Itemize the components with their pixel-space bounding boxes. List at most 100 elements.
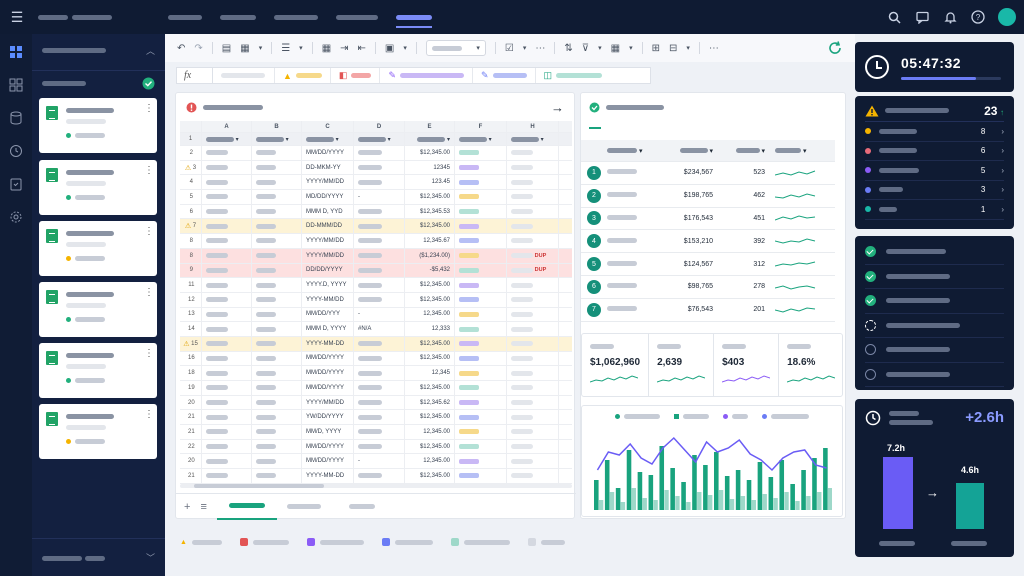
ranking-row[interactable]: 7 $76,543 201: [581, 299, 835, 322]
list-icon[interactable]: ☰: [281, 42, 291, 54]
cell[interactable]: YYYY/MM/DD: [302, 234, 354, 248]
cell[interactable]: [252, 454, 302, 469]
table-row[interactable]: 4 YYYY/MM/DD 123.45: [180, 175, 572, 191]
cell[interactable]: [507, 219, 559, 234]
cell[interactable]: [252, 248, 302, 263]
cell[interactable]: [507, 146, 559, 160]
cell[interactable]: DD/DD/YYYY: [302, 263, 354, 278]
nav-tab-3[interactable]: [274, 0, 318, 34]
checklist-item[interactable]: [865, 338, 1004, 363]
cell[interactable]: [455, 234, 507, 248]
more-vertical-icon[interactable]: ⋮: [144, 409, 154, 420]
cell[interactable]: [252, 395, 302, 410]
arrow-right-icon[interactable]: →: [551, 99, 564, 115]
cell[interactable]: [252, 234, 302, 248]
nav-tab-active[interactable]: [396, 0, 432, 34]
row-number[interactable]: 16: [180, 351, 202, 366]
cell[interactable]: [507, 366, 559, 380]
cell[interactable]: [202, 381, 252, 395]
table-row[interactable]: 14 MMM D, YYYY #N/A 12,333: [180, 322, 572, 337]
cell[interactable]: $12,345.00: [405, 146, 455, 160]
cell[interactable]: 12,345.00: [405, 454, 455, 469]
help-icon[interactable]: ?: [970, 9, 986, 25]
nav-tab-1[interactable]: [168, 0, 202, 34]
cell[interactable]: [202, 219, 252, 234]
cell[interactable]: [252, 175, 302, 190]
cell[interactable]: [354, 410, 405, 425]
cell[interactable]: $12,345.00: [405, 410, 455, 425]
alert-row[interactable]: 8 ›: [865, 122, 1004, 142]
sheet-card[interactable]: ⋮: [39, 221, 157, 276]
cell[interactable]: $12,345.00: [405, 351, 455, 366]
cell[interactable]: [252, 381, 302, 395]
cell[interactable]: DD-MMM/DD: [302, 219, 354, 234]
cell[interactable]: [507, 381, 559, 395]
cell[interactable]: [455, 146, 507, 160]
cell[interactable]: [455, 381, 507, 395]
cell[interactable]: [202, 336, 252, 351]
column-filter[interactable]: ▾: [455, 133, 507, 145]
cell[interactable]: $12,345.00: [405, 219, 455, 234]
cell[interactable]: -: [354, 190, 405, 204]
cell[interactable]: [507, 278, 559, 292]
more-horizontal-icon[interactable]: ⋯: [535, 42, 546, 54]
cell[interactable]: [354, 292, 405, 307]
cell[interactable]: [507, 439, 559, 454]
undo-icon[interactable]: ↶: [177, 42, 186, 54]
cell[interactable]: MM/DD/YYYY: [302, 381, 354, 395]
more-horizontal-icon[interactable]: ⋯: [708, 42, 719, 54]
cell[interactable]: [455, 292, 507, 307]
search-icon[interactable]: [886, 9, 902, 25]
settings-gear-icon[interactable]: [8, 209, 24, 225]
cell[interactable]: DUP: [507, 263, 559, 278]
row-number[interactable]: 21: [180, 469, 202, 483]
cell[interactable]: [354, 439, 405, 454]
chevron-right-icon[interactable]: ›: [1001, 146, 1004, 156]
cell[interactable]: [354, 146, 405, 160]
checklist-item[interactable]: [865, 240, 1004, 265]
table-row[interactable]: 21 YYYY-MM-DD $12,345.00: [180, 469, 572, 484]
cell[interactable]: [354, 160, 405, 175]
row-number[interactable]: 2: [180, 146, 202, 160]
cell[interactable]: [202, 307, 252, 322]
cell[interactable]: [455, 454, 507, 469]
dropdown-icon[interactable]: ▾: [629, 45, 633, 52]
alert-row[interactable]: 5 ›: [865, 161, 1004, 181]
chevron-up-icon[interactable]: ︿: [145, 45, 155, 56]
chevron-right-icon[interactable]: ›: [1001, 165, 1004, 175]
cell[interactable]: MD/DD/YYYY: [302, 190, 354, 204]
cell[interactable]: YYYY/MM/DD: [302, 175, 354, 190]
table-row[interactable]: 2 MM/DD/YYYY $12,345.00: [180, 146, 572, 161]
filter-icon[interactable]: ⊽: [581, 42, 590, 54]
cell[interactable]: [507, 425, 559, 439]
format-select[interactable]: ▾: [425, 40, 486, 56]
more-vertical-icon[interactable]: ⋮: [144, 165, 154, 176]
cell[interactable]: [252, 204, 302, 219]
sort-icon[interactable]: ⇅: [564, 42, 573, 54]
row-number[interactable]: ⚠ 7: [180, 219, 202, 234]
cell[interactable]: [455, 351, 507, 366]
redo-icon[interactable]: ↷: [194, 42, 203, 54]
cell[interactable]: MM/DD/YYYY: [302, 454, 354, 469]
cell[interactable]: [354, 395, 405, 410]
column-filter[interactable]: ▾: [302, 133, 354, 145]
table-row[interactable]: ⚠ 7 DD-MMM/DD $12,345.00: [180, 219, 572, 235]
cell[interactable]: [202, 160, 252, 175]
column-header[interactable]: B: [252, 121, 302, 132]
add-sheet-icon[interactable]: +: [184, 500, 191, 513]
cell[interactable]: [507, 454, 559, 469]
more-vertical-icon[interactable]: ⋮: [144, 103, 154, 114]
dashboard-icon[interactable]: [8, 77, 24, 93]
cell[interactable]: [507, 175, 559, 190]
cell[interactable]: [202, 366, 252, 380]
cell[interactable]: [202, 292, 252, 307]
column-header[interactable]: H: [507, 121, 559, 132]
sheet-tab[interactable]: [286, 504, 321, 509]
cell[interactable]: YYYY-MM-DD: [302, 336, 354, 351]
cell[interactable]: [252, 469, 302, 483]
table-row[interactable]: 5 MD/DD/YYYY - $12,345.00: [180, 190, 572, 205]
table-row[interactable]: 20 YYYY/MM/DD $12,345.62: [180, 395, 572, 411]
sync-icon[interactable]: [827, 40, 843, 56]
cell[interactable]: MM/DD/YYYY: [302, 146, 354, 160]
cell[interactable]: [202, 234, 252, 248]
